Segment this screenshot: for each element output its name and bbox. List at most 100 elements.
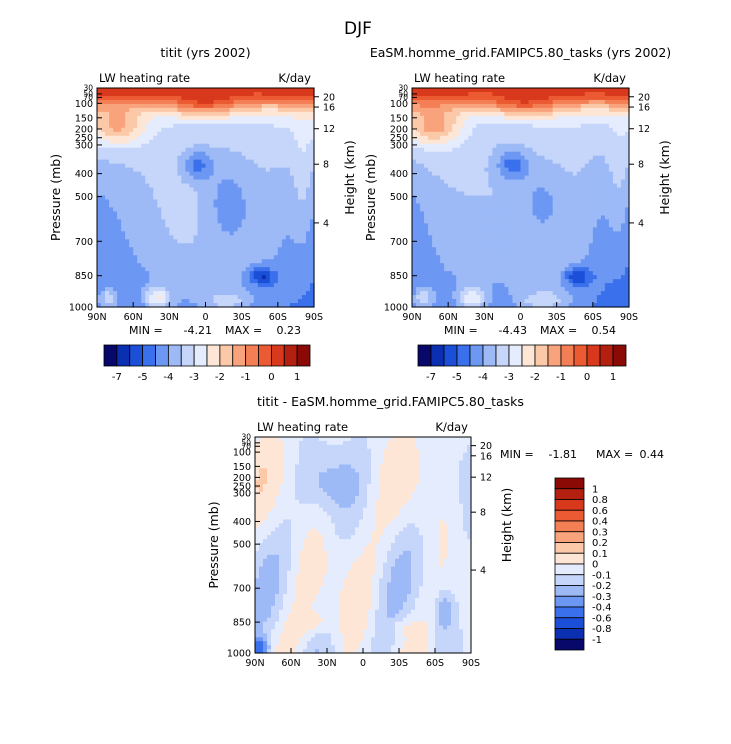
- field-cell: [285, 223, 291, 228]
- field-cell: [416, 131, 421, 137]
- field-cell: [560, 91, 566, 97]
- field-cell: [109, 167, 114, 173]
- field-cell: [237, 163, 243, 169]
- field-cell: [149, 187, 154, 193]
- field-cell: [225, 291, 231, 296]
- field-cell: [540, 191, 546, 197]
- field-cell: [169, 251, 174, 256]
- field-cell: [596, 131, 602, 137]
- field-cell: [105, 279, 110, 284]
- field-cell: [576, 175, 582, 181]
- field-cell: [181, 195, 187, 201]
- field-cell: [161, 303, 166, 308]
- field-cell: [261, 295, 267, 300]
- field-cell: [460, 111, 465, 117]
- field-cell: [480, 88, 485, 93]
- field-cell: [145, 287, 150, 292]
- field-cell: [592, 143, 598, 149]
- field-cell: [221, 219, 227, 224]
- field-cell: [528, 219, 534, 224]
- field-cell: [201, 259, 207, 264]
- field-cell: [261, 215, 267, 220]
- field-cell: [488, 183, 493, 189]
- field-cell: [209, 291, 215, 296]
- field-cell: [229, 255, 235, 260]
- field-cell: [105, 139, 110, 145]
- field-cell: [249, 267, 255, 272]
- field-cell: [420, 95, 425, 101]
- field-cell: [229, 207, 235, 213]
- field-cell: [217, 95, 223, 101]
- field-cell: [173, 267, 178, 272]
- field-cell: [516, 167, 522, 173]
- field-cell: [492, 207, 497, 213]
- field-cell: [217, 147, 223, 153]
- field-cell: [281, 303, 287, 308]
- field-cell: [277, 187, 283, 193]
- field-cell: [420, 107, 425, 113]
- max-label: MAX =: [225, 324, 262, 337]
- field-cell: [488, 111, 493, 117]
- field-cell: [141, 287, 146, 292]
- field-cell: [588, 99, 594, 105]
- field-cell: [508, 91, 514, 97]
- field-cell: [161, 299, 166, 304]
- field-cell: [181, 231, 187, 236]
- field-cell: [556, 119, 562, 125]
- field-cell: [508, 99, 514, 105]
- field-cell: [137, 187, 142, 193]
- field-cell: [197, 175, 203, 181]
- field-cell: [149, 139, 154, 145]
- field-cell: [277, 259, 283, 264]
- field-cell: [476, 91, 481, 97]
- field-cell: [253, 139, 259, 145]
- field-cell: [289, 295, 295, 300]
- field-cell: [213, 191, 219, 197]
- field-cell: [153, 299, 158, 304]
- field-cell: [480, 167, 485, 173]
- field-cell: [281, 91, 287, 97]
- field-cell: [620, 151, 626, 157]
- field-cell: [189, 151, 195, 157]
- field-cell: [580, 159, 586, 165]
- field-cell: [261, 195, 267, 201]
- field-cell: [169, 95, 174, 101]
- field-cell: [616, 179, 622, 185]
- field-cell: [141, 267, 146, 272]
- field-cell: [608, 151, 614, 157]
- field-cell: [245, 155, 251, 161]
- field-cell: [197, 151, 203, 157]
- field-cell: [624, 179, 630, 185]
- field-cell: [193, 111, 199, 117]
- field-cell: [165, 267, 170, 272]
- field-cell: [253, 199, 259, 205]
- field-cell: [289, 219, 295, 224]
- field-cell: [213, 235, 219, 240]
- field-cell: [193, 211, 199, 217]
- field-cell: [189, 243, 195, 248]
- field-cell: [281, 219, 287, 224]
- field-cell: [193, 239, 199, 244]
- field-cell: [201, 291, 207, 296]
- field-cell: [576, 179, 582, 185]
- field-cell: [544, 167, 550, 173]
- x-tick-label: 60N: [124, 312, 143, 323]
- field-cell: [133, 199, 138, 205]
- field-cell: [528, 211, 534, 217]
- field-cell: [468, 231, 473, 236]
- field-cell: [305, 119, 311, 125]
- field-cell: [492, 159, 497, 165]
- field-cell: [221, 135, 227, 141]
- field-cell: [153, 91, 158, 97]
- field-cell: [524, 127, 530, 133]
- field-cell: [289, 303, 295, 308]
- field-cell: [253, 291, 259, 296]
- field-cell: [213, 131, 219, 137]
- field-cell: [516, 103, 522, 109]
- field-cell: [145, 103, 150, 109]
- field-cell: [209, 135, 215, 141]
- min-label: MIN =: [129, 324, 163, 337]
- field-cell: [225, 187, 231, 193]
- field-cell: [161, 219, 166, 224]
- field-cell: [141, 215, 146, 220]
